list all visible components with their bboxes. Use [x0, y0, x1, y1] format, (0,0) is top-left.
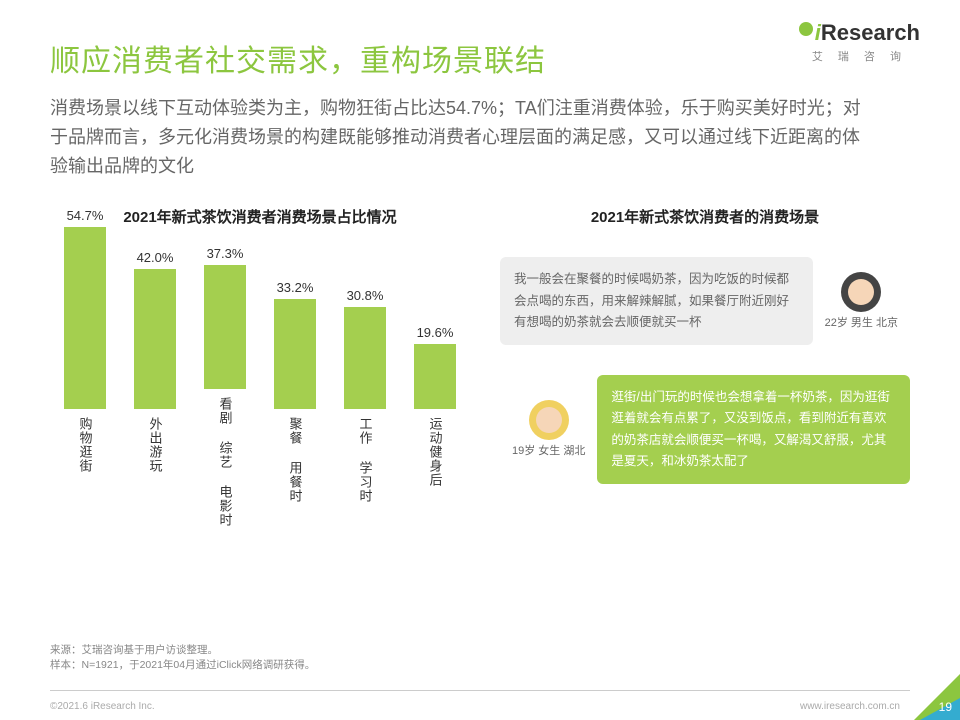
persona-row: 我一般会在聚餐的时候喝奶茶，因为吃饭的时候都会点喝的东西，用来解辣解腻，如果餐厅… — [500, 257, 910, 345]
content: 2021年新式茶饮消费者消费场景占比情况 54.7%购物逛街42.0%外出游玩3… — [50, 206, 910, 527]
footer: ©2021.6 iResearch Inc. www.iresearch.com… — [0, 690, 960, 720]
bar-column: 33.2% 聚餐 用餐时 — [260, 280, 330, 528]
persona-label: 22岁 男生 北京 — [825, 316, 898, 331]
footnotes: 来源：艾瑞咨询基于用户访谈整理。 样本：N=1921，于2021年04月通过iC… — [50, 643, 315, 675]
bar-value-label: 42.0% — [137, 250, 174, 265]
bar — [64, 227, 106, 409]
logo-main: iResearch — [799, 20, 920, 46]
footer-url: www.iresearch.com.cn — [800, 701, 900, 712]
persona-quote: 我一般会在聚餐的时候喝奶茶，因为吃饭的时候都会点喝的东西，用来解辣解腻，如果餐厅… — [500, 257, 813, 345]
logo-subtitle: 艾 瑞 咨 询 — [799, 48, 920, 64]
personas: 我一般会在聚餐的时候喝奶茶，因为吃饭的时候都会点喝的东西，用来解辣解腻，如果餐厅… — [500, 257, 910, 484]
bar — [344, 307, 386, 410]
logo-dot-icon — [799, 22, 813, 36]
bar-category-label: 购物逛街 — [76, 417, 95, 527]
persona-quote: 逛街/出门玩的时候也会想拿着一杯奶茶，因为逛街逛着就会有点累了，又没到饭点，看到… — [597, 375, 910, 484]
footer-divider — [50, 690, 910, 691]
bar-value-label: 37.3% — [207, 246, 244, 261]
page-number: 19 — [939, 700, 952, 714]
persona-label: 19岁 女生 湖北 — [512, 444, 585, 459]
avatar-icon — [529, 400, 569, 440]
logo-rest: Research — [821, 20, 920, 45]
page-subtitle: 消费场景以线下互动体验类为主，购物狂街占比达54.7%；TA们注重消费体验，乐于… — [50, 94, 870, 180]
right-title: 2021年新式茶饮消费者的消费场景 — [500, 206, 910, 227]
bar — [134, 269, 176, 409]
bar-category-label: 外出游玩 — [146, 417, 165, 527]
slide: iResearch 艾 瑞 咨 询 顺应消费者社交需求，重构场景联结 消费场景以… — [0, 0, 960, 720]
bar-chart: 54.7%购物逛街42.0%外出游玩37.3%看剧 综艺 电影时33.2%聚餐 … — [50, 257, 470, 527]
bar — [204, 265, 246, 389]
page-title: 顺应消费者社交需求，重构场景联结 — [50, 36, 910, 80]
bar-column: 42.0% 外出游玩 — [120, 250, 190, 527]
chart-panel: 2021年新式茶饮消费者消费场景占比情况 54.7%购物逛街42.0%外出游玩3… — [50, 206, 480, 527]
persona-panel: 2021年新式茶饮消费者的消费场景 我一般会在聚餐的时候喝奶茶，因为吃饭的时候都… — [480, 206, 910, 527]
copyright: ©2021.6 iResearch Inc. — [50, 701, 155, 712]
bar-value-label: 30.8% — [347, 288, 384, 303]
bar — [414, 344, 456, 409]
avatar-wrap: 22岁 男生 北京 — [825, 272, 898, 331]
bar — [274, 299, 316, 410]
bar-value-label: 19.6% — [417, 325, 454, 340]
avatar-icon — [841, 272, 881, 312]
bar-value-label: 33.2% — [277, 280, 314, 295]
footnote-source: 来源：艾瑞咨询基于用户访谈整理。 — [50, 643, 315, 659]
bar-category-label: 运动健身后 — [426, 417, 445, 527]
logo-text: iResearch — [815, 20, 920, 46]
avatar-wrap: 19岁 女生 湖北 — [512, 400, 585, 459]
bar-column: 19.6% 运动健身后 — [400, 325, 470, 527]
bar-column: 54.7% 购物逛街 — [50, 208, 120, 527]
logo: iResearch 艾 瑞 咨 询 — [799, 20, 920, 64]
footnote-sample: 样本：N=1921，于2021年04月通过iClick网络调研获得。 — [50, 658, 315, 674]
persona-row: 逛街/出门玩的时候也会想拿着一杯奶茶，因为逛街逛着就会有点累了，又没到饭点，看到… — [500, 375, 910, 484]
bar-category-label: 工作 学习时 — [356, 417, 375, 527]
bar-category-label: 看剧 综艺 电影时 — [216, 397, 235, 527]
bar-category-label: 聚餐 用餐时 — [286, 417, 305, 527]
bar-column: 30.8% 工作 学习时 — [330, 288, 400, 528]
bar-value-label: 54.7% — [67, 208, 104, 223]
bar-column: 37.3% 看剧 综艺 电影时 — [190, 246, 260, 527]
